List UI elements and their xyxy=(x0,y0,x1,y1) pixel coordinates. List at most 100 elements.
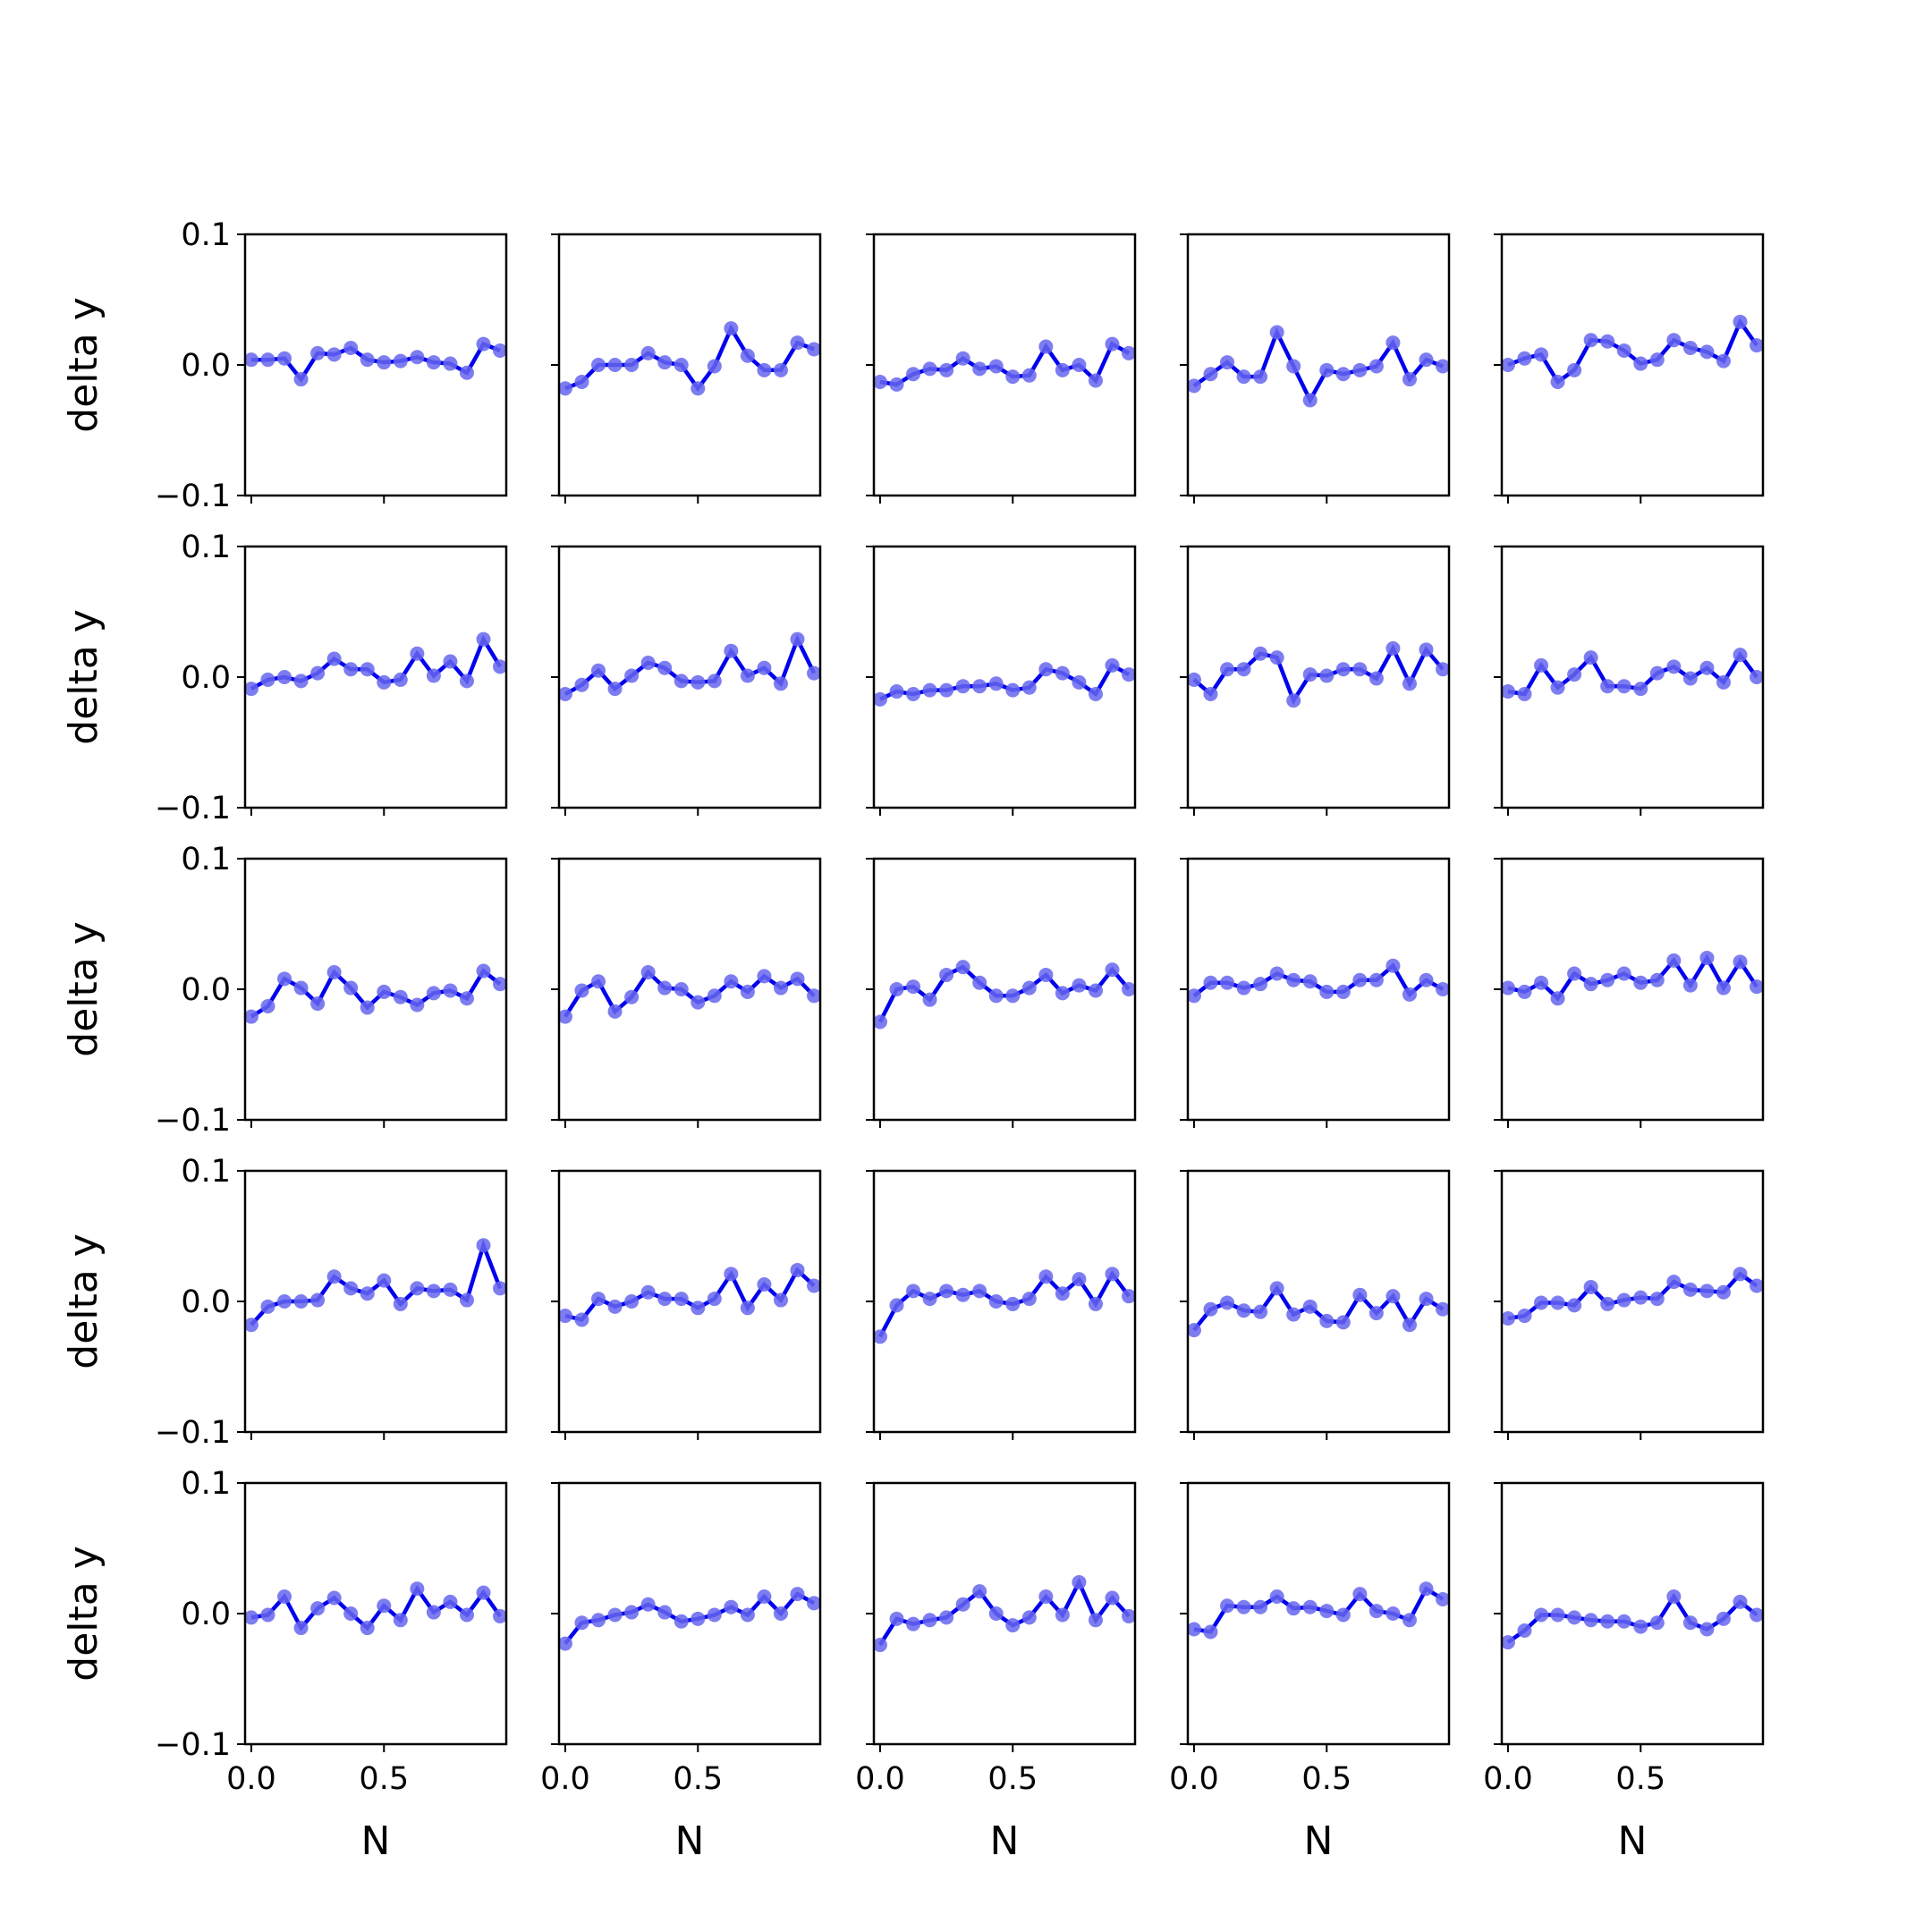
data-point xyxy=(343,1281,359,1296)
data-point xyxy=(1220,662,1235,677)
data-point xyxy=(557,686,572,701)
data-point xyxy=(1335,984,1351,999)
data-point xyxy=(972,1584,987,1599)
data-point xyxy=(872,1329,887,1344)
data-point xyxy=(790,335,805,351)
data-point xyxy=(1236,980,1251,996)
data-point xyxy=(906,367,921,382)
axes-frame xyxy=(1500,545,1765,809)
data-point xyxy=(1550,680,1565,695)
data-point xyxy=(1567,362,1582,377)
data-point xyxy=(1368,359,1384,374)
data-point xyxy=(1682,671,1698,686)
data-point xyxy=(360,1286,375,1301)
data-point xyxy=(691,995,706,1010)
axes-frame xyxy=(872,857,1137,1122)
data-point xyxy=(1385,640,1401,656)
data-point xyxy=(557,1309,572,1324)
data-point xyxy=(1286,1601,1301,1616)
axes-frame xyxy=(243,1481,508,1746)
data-point xyxy=(476,963,491,979)
axes-frame xyxy=(1500,1169,1765,1434)
data-point xyxy=(988,1294,1004,1309)
axes-frame xyxy=(557,545,822,809)
data-point xyxy=(1319,1313,1335,1328)
data-point xyxy=(1236,369,1251,385)
ytick-label: 0.0 xyxy=(181,972,231,1008)
data-point xyxy=(1220,975,1235,990)
data-point xyxy=(773,980,788,996)
xtick-label: 0.5 xyxy=(359,1761,409,1797)
data-point xyxy=(1550,374,1565,389)
data-point xyxy=(757,362,772,377)
data-point xyxy=(872,374,887,389)
data-point xyxy=(906,686,921,701)
ytick-label: 0.0 xyxy=(181,1597,231,1632)
data-point xyxy=(1385,1289,1401,1304)
data-point xyxy=(640,1597,656,1612)
data-point xyxy=(1021,680,1037,695)
data-point xyxy=(740,984,755,999)
data-point xyxy=(377,1598,392,1614)
data-point xyxy=(310,1292,326,1308)
data-point xyxy=(1699,1284,1715,1299)
data-point xyxy=(988,1606,1004,1621)
data-point xyxy=(724,974,739,989)
data-point xyxy=(939,967,954,982)
series-line xyxy=(250,341,501,383)
data-point xyxy=(1699,344,1715,360)
data-point xyxy=(1005,682,1021,698)
data-point xyxy=(343,980,359,996)
data-point xyxy=(410,997,425,1013)
data-point xyxy=(1368,972,1384,987)
data-point xyxy=(1419,1581,1434,1597)
data-point xyxy=(1122,345,1137,360)
subplot-r1-c3 xyxy=(866,233,1137,504)
data-point xyxy=(426,1605,441,1620)
data-point xyxy=(1186,672,1201,687)
xtick-label: 0.5 xyxy=(1301,1761,1352,1797)
data-point xyxy=(1302,1599,1318,1614)
data-point xyxy=(1038,1589,1054,1605)
data-point xyxy=(1649,972,1665,987)
data-point xyxy=(1600,1296,1615,1311)
data-point xyxy=(1220,1598,1235,1614)
data-point xyxy=(443,1282,458,1297)
data-point xyxy=(1750,1278,1765,1293)
data-point xyxy=(955,679,970,694)
axes-frame xyxy=(243,1169,508,1434)
data-point xyxy=(377,1273,392,1288)
series-line xyxy=(1192,643,1445,706)
data-point xyxy=(1419,1292,1434,1307)
data-point xyxy=(955,351,970,366)
data-point xyxy=(807,1596,822,1611)
data-point xyxy=(310,1601,326,1616)
data-point xyxy=(624,1605,640,1620)
data-point xyxy=(707,359,722,374)
data-point xyxy=(1055,986,1070,1001)
data-point xyxy=(1419,642,1434,657)
xtick-label: 0.5 xyxy=(987,1761,1038,1797)
data-point xyxy=(1633,682,1648,697)
series-line xyxy=(1193,1586,1445,1634)
ytick-label: −0.1 xyxy=(155,479,231,514)
data-point xyxy=(1716,353,1731,369)
data-point xyxy=(1534,347,1549,362)
data-point xyxy=(640,655,656,670)
data-point xyxy=(360,352,375,368)
data-point xyxy=(1616,966,1631,981)
data-point xyxy=(773,1606,788,1621)
data-point xyxy=(640,345,656,360)
series-line xyxy=(1506,1592,1758,1644)
data-point xyxy=(1666,1589,1682,1605)
data-point xyxy=(343,662,359,677)
data-point xyxy=(707,1607,722,1623)
data-point xyxy=(1088,373,1103,388)
data-point xyxy=(574,677,589,692)
data-point xyxy=(1385,335,1401,351)
data-point xyxy=(757,1277,772,1292)
data-point xyxy=(1055,665,1070,681)
data-point xyxy=(607,1607,623,1623)
data-point xyxy=(1517,984,1532,999)
data-point xyxy=(889,982,904,996)
